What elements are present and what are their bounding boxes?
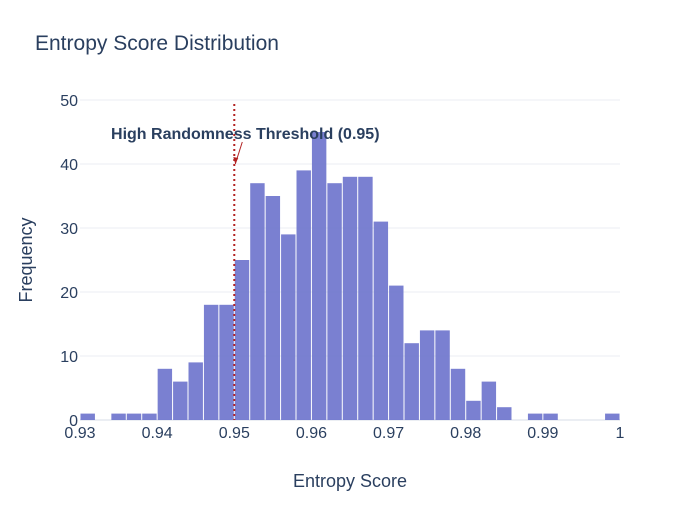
y-tick-label: 40 bbox=[60, 157, 78, 174]
x-axis-title: Entropy Score bbox=[293, 471, 407, 491]
x-tick-label: 0.97 bbox=[373, 425, 404, 442]
annotation-arrowhead bbox=[233, 157, 239, 164]
histogram-bar bbox=[342, 176, 358, 420]
x-tick-label: 0.98 bbox=[450, 425, 481, 442]
histogram-bar bbox=[389, 285, 404, 420]
histogram-bar bbox=[543, 413, 558, 420]
x-axis-ticks: 0.93 0.94 0.95 0.96 0.97 0.98 0.99 1 bbox=[64, 425, 624, 442]
histogram-bar bbox=[173, 381, 188, 420]
threshold: High Randomness Threshold (0.95) bbox=[111, 104, 380, 420]
threshold-annotation: High Randomness Threshold (0.95) bbox=[111, 126, 379, 143]
y-tick-label: 20 bbox=[60, 285, 78, 302]
histogram-bar bbox=[219, 304, 234, 420]
histogram-bar bbox=[404, 343, 419, 420]
histogram-bar bbox=[296, 170, 311, 420]
histogram-bar bbox=[481, 381, 497, 420]
histogram-bar bbox=[435, 330, 450, 420]
histogram-bar bbox=[142, 413, 157, 420]
histogram-bar bbox=[111, 413, 126, 420]
histogram-bar bbox=[605, 413, 620, 420]
x-tick-label: 0.95 bbox=[219, 425, 250, 442]
histogram-bar bbox=[497, 407, 512, 420]
histogram-bar bbox=[126, 413, 142, 420]
histogram-bar bbox=[327, 183, 342, 420]
y-tick-label: 30 bbox=[60, 221, 78, 238]
histogram-bar bbox=[281, 234, 296, 420]
histogram-bar bbox=[188, 362, 203, 420]
y-axis-title: Frequency bbox=[16, 217, 36, 302]
histogram-bar bbox=[157, 368, 173, 420]
histogram-bar bbox=[203, 304, 219, 420]
x-tick-label: 0.93 bbox=[64, 425, 95, 442]
chart-title: Entropy Score Distribution bbox=[35, 32, 279, 55]
x-tick-label: 0.94 bbox=[142, 425, 173, 442]
x-tick-label: 1 bbox=[616, 425, 625, 442]
histogram-bar bbox=[419, 330, 435, 420]
histogram-bar bbox=[466, 400, 481, 420]
bars bbox=[80, 132, 620, 420]
histogram-bar bbox=[311, 132, 327, 420]
histogram-bar bbox=[527, 413, 543, 420]
y-axis-ticks: 0 10 20 30 40 50 bbox=[60, 93, 78, 430]
x-tick-label: 0.96 bbox=[296, 425, 327, 442]
histogram-bar bbox=[234, 260, 250, 420]
histogram-bar bbox=[373, 221, 389, 420]
y-tick-label: 50 bbox=[60, 93, 78, 110]
x-tick-label: 0.99 bbox=[527, 425, 558, 442]
histogram-bar bbox=[450, 368, 466, 420]
histogram-bar bbox=[358, 176, 373, 420]
histogram-bar bbox=[80, 413, 95, 420]
histogram-bar bbox=[250, 183, 265, 420]
y-tick-label: 0 bbox=[69, 413, 78, 430]
y-tick-label: 10 bbox=[60, 349, 78, 366]
histogram-bar bbox=[265, 196, 281, 420]
